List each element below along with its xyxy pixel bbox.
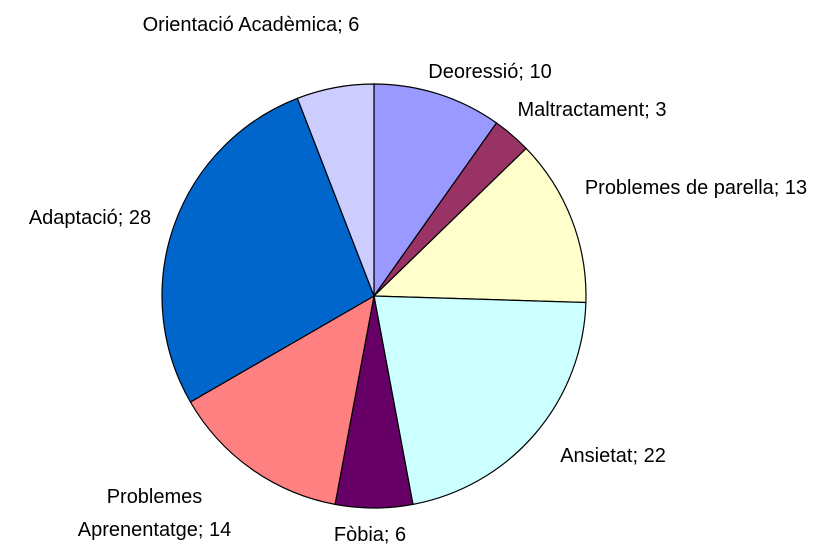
pie-slice xyxy=(189,294,375,506)
slice-label: Problemes Aprenentatge; 14 xyxy=(77,486,232,541)
slice-label: Ansietat; 22 xyxy=(560,445,666,467)
pie-slice xyxy=(373,83,498,298)
pie-slice xyxy=(161,97,375,403)
slice-label: Adaptació; 28 xyxy=(28,207,152,229)
slice-label: Deoressió; 10 xyxy=(428,61,552,83)
slice-label: Fòbia; 6 xyxy=(333,524,407,546)
slice-label: Problemes de parella; 13 xyxy=(584,177,808,199)
pie-slice xyxy=(372,147,587,304)
slice-label: Orientació Acadèmica; 6 xyxy=(142,14,360,36)
pie-slice xyxy=(373,295,587,506)
pie-slice xyxy=(296,83,375,297)
slice-label: Maltractament; 3 xyxy=(517,99,667,121)
